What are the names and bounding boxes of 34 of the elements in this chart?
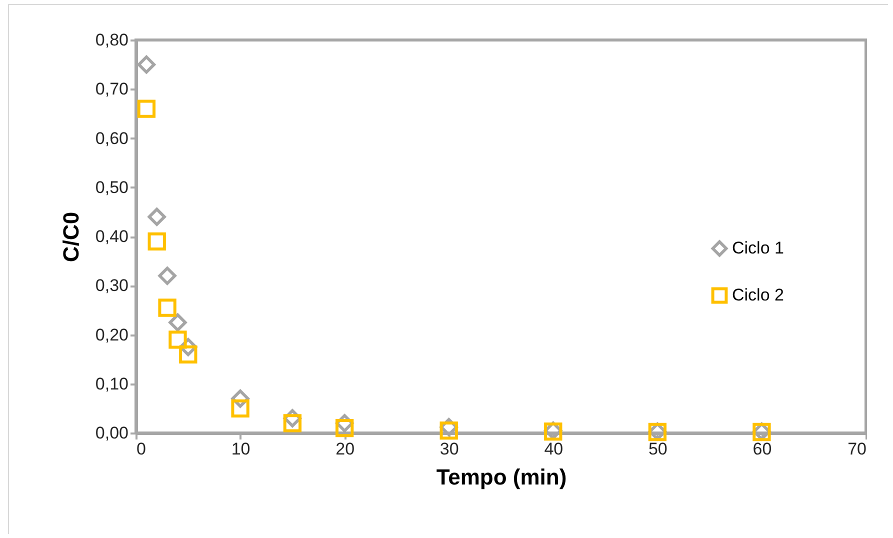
y-tick-label: 0,30 (95, 276, 128, 296)
point (168, 330, 187, 349)
point (440, 421, 458, 440)
x-tick-label: 20 (336, 440, 355, 458)
y-tick-label: 0,60 (95, 128, 128, 148)
legend-label: Ciclo 2 (732, 286, 784, 304)
y-tick-label: 0,20 (95, 325, 128, 344)
x-tick-label: 60 (752, 440, 772, 458)
point (231, 399, 250, 418)
x-tick-label: 10 (231, 440, 250, 458)
x-axis-title: Tempo (min) (436, 464, 567, 490)
point (148, 208, 166, 226)
x-tick-label: 50 (648, 440, 668, 458)
legend-label: Ciclo 1 (732, 238, 784, 258)
x-tick-label: 70 (848, 440, 866, 458)
point (335, 419, 354, 438)
point (148, 232, 166, 250)
point (283, 414, 302, 432)
y-tick-label: 0,40 (95, 227, 128, 246)
point (137, 100, 156, 118)
y-axis-title: C/C0 (58, 212, 84, 262)
point (158, 298, 176, 317)
y-tick-label: 0,50 (95, 178, 128, 197)
y-tick-label: 0,00 (95, 424, 128, 442)
x-tick-label: 0 (136, 440, 146, 458)
y-tick-label: 0,10 (95, 374, 128, 394)
y-tick-label: 0,80 (95, 30, 128, 50)
point (168, 313, 187, 332)
x-tick-label: 40 (544, 440, 564, 458)
point (158, 266, 176, 285)
point (179, 345, 198, 364)
y-tick-label: 0,70 (95, 80, 128, 99)
x-tick-label: 30 (440, 440, 459, 458)
point (137, 55, 156, 74)
